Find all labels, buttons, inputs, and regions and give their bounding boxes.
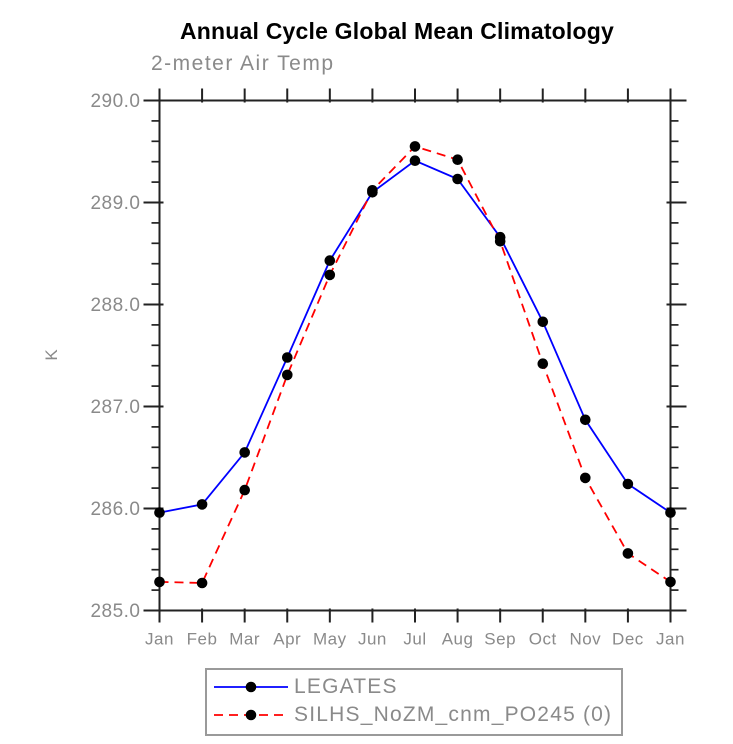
data-point-marker	[452, 154, 463, 165]
legend-entry-silhs: SILHS_NoZM_cnm_PO245 (0)	[211, 702, 612, 728]
data-point-marker	[580, 472, 591, 484]
x-axis-ticks	[158, 88, 672, 623]
data-point-marker	[409, 155, 421, 166]
data-point-marker	[367, 185, 378, 196]
x-axis-tick-label: Feb	[187, 630, 218, 649]
x-axis-tick-label: Nov	[569, 630, 601, 649]
legend-line-silhs-icon	[214, 709, 288, 721]
series-line-silhs	[159, 145, 672, 584]
data-point-marker	[239, 484, 250, 496]
plot-frame	[158, 99, 672, 612]
x-axis-tick-label: Apr	[273, 630, 301, 649]
data-point-marker	[196, 577, 208, 589]
chart-subtitle: 2-meter Air Temp	[151, 52, 335, 75]
data-point-marker	[154, 507, 165, 518]
series-markers-legates	[154, 155, 676, 518]
x-axis-tick-label: Dec	[612, 630, 644, 649]
data-point-marker	[537, 316, 549, 328]
y-axis-tick-label: 287.0	[90, 397, 140, 418]
data-point-marker	[622, 548, 634, 559]
x-axis-tick-label: Aug	[442, 630, 474, 649]
legend-line-legates-icon	[214, 681, 288, 693]
data-point-marker	[622, 478, 634, 490]
x-axis-tick-label: Jul	[403, 630, 426, 649]
x-axis-tick-label: Jun	[358, 630, 387, 649]
data-point-marker	[154, 576, 165, 588]
series-line-legates	[159, 159, 672, 514]
legend: LEGATES SILHS_NoZM_cnm_PO245 (0)	[205, 668, 623, 736]
y-axis-tick-label: 288.0	[90, 295, 140, 316]
data-point-marker	[324, 255, 336, 266]
data-point-marker	[494, 236, 506, 247]
y-axis-tick-label: 289.0	[90, 193, 140, 214]
data-point-marker	[239, 447, 250, 458]
x-axis-tick-label: May	[313, 630, 347, 649]
data-point-marker	[282, 352, 293, 363]
x-axis-tick-label: Mar	[229, 630, 260, 649]
data-point-marker	[409, 141, 421, 152]
data-point-marker	[537, 358, 549, 370]
data-point-marker	[580, 414, 591, 426]
y-axis-tick-label: 290.0	[90, 91, 140, 112]
legend-label-silhs: SILHS_NoZM_cnm_PO245 (0)	[294, 703, 613, 726]
y-axis-title: K	[42, 349, 61, 361]
y-axis-tick-labels: 285.0 286.0 287.0 288.0 289.0 290.0	[90, 91, 140, 622]
data-point-marker	[452, 173, 463, 185]
x-axis-tick-label: Oct	[529, 630, 557, 649]
y-axis-tick-label: 286.0	[90, 499, 140, 520]
data-point-marker	[282, 369, 293, 381]
x-axis-tick-labels: Jan Feb Mar Apr May Jun Jul Aug Sep Oct Nov Dec Jan	[145, 630, 685, 649]
data-point-marker	[324, 269, 336, 281]
chart-title: Annual Cycle Global Mean Climatology	[179, 18, 615, 44]
x-axis-tick-label: Sep	[484, 630, 516, 649]
y-axis-tick-label: 285.0	[90, 601, 140, 622]
legend-entry-legates: LEGATES	[211, 674, 398, 700]
legend-label-legates: LEGATES	[294, 675, 398, 698]
data-point-marker	[196, 499, 208, 510]
data-point-marker	[665, 507, 676, 518]
x-axis-tick-label: Jan	[145, 630, 174, 649]
x-axis-tick-label: Jan	[656, 630, 685, 649]
series-markers-silhs	[154, 141, 676, 589]
y-axis-minor-ticks	[151, 120, 679, 591]
data-point-marker	[665, 576, 676, 588]
